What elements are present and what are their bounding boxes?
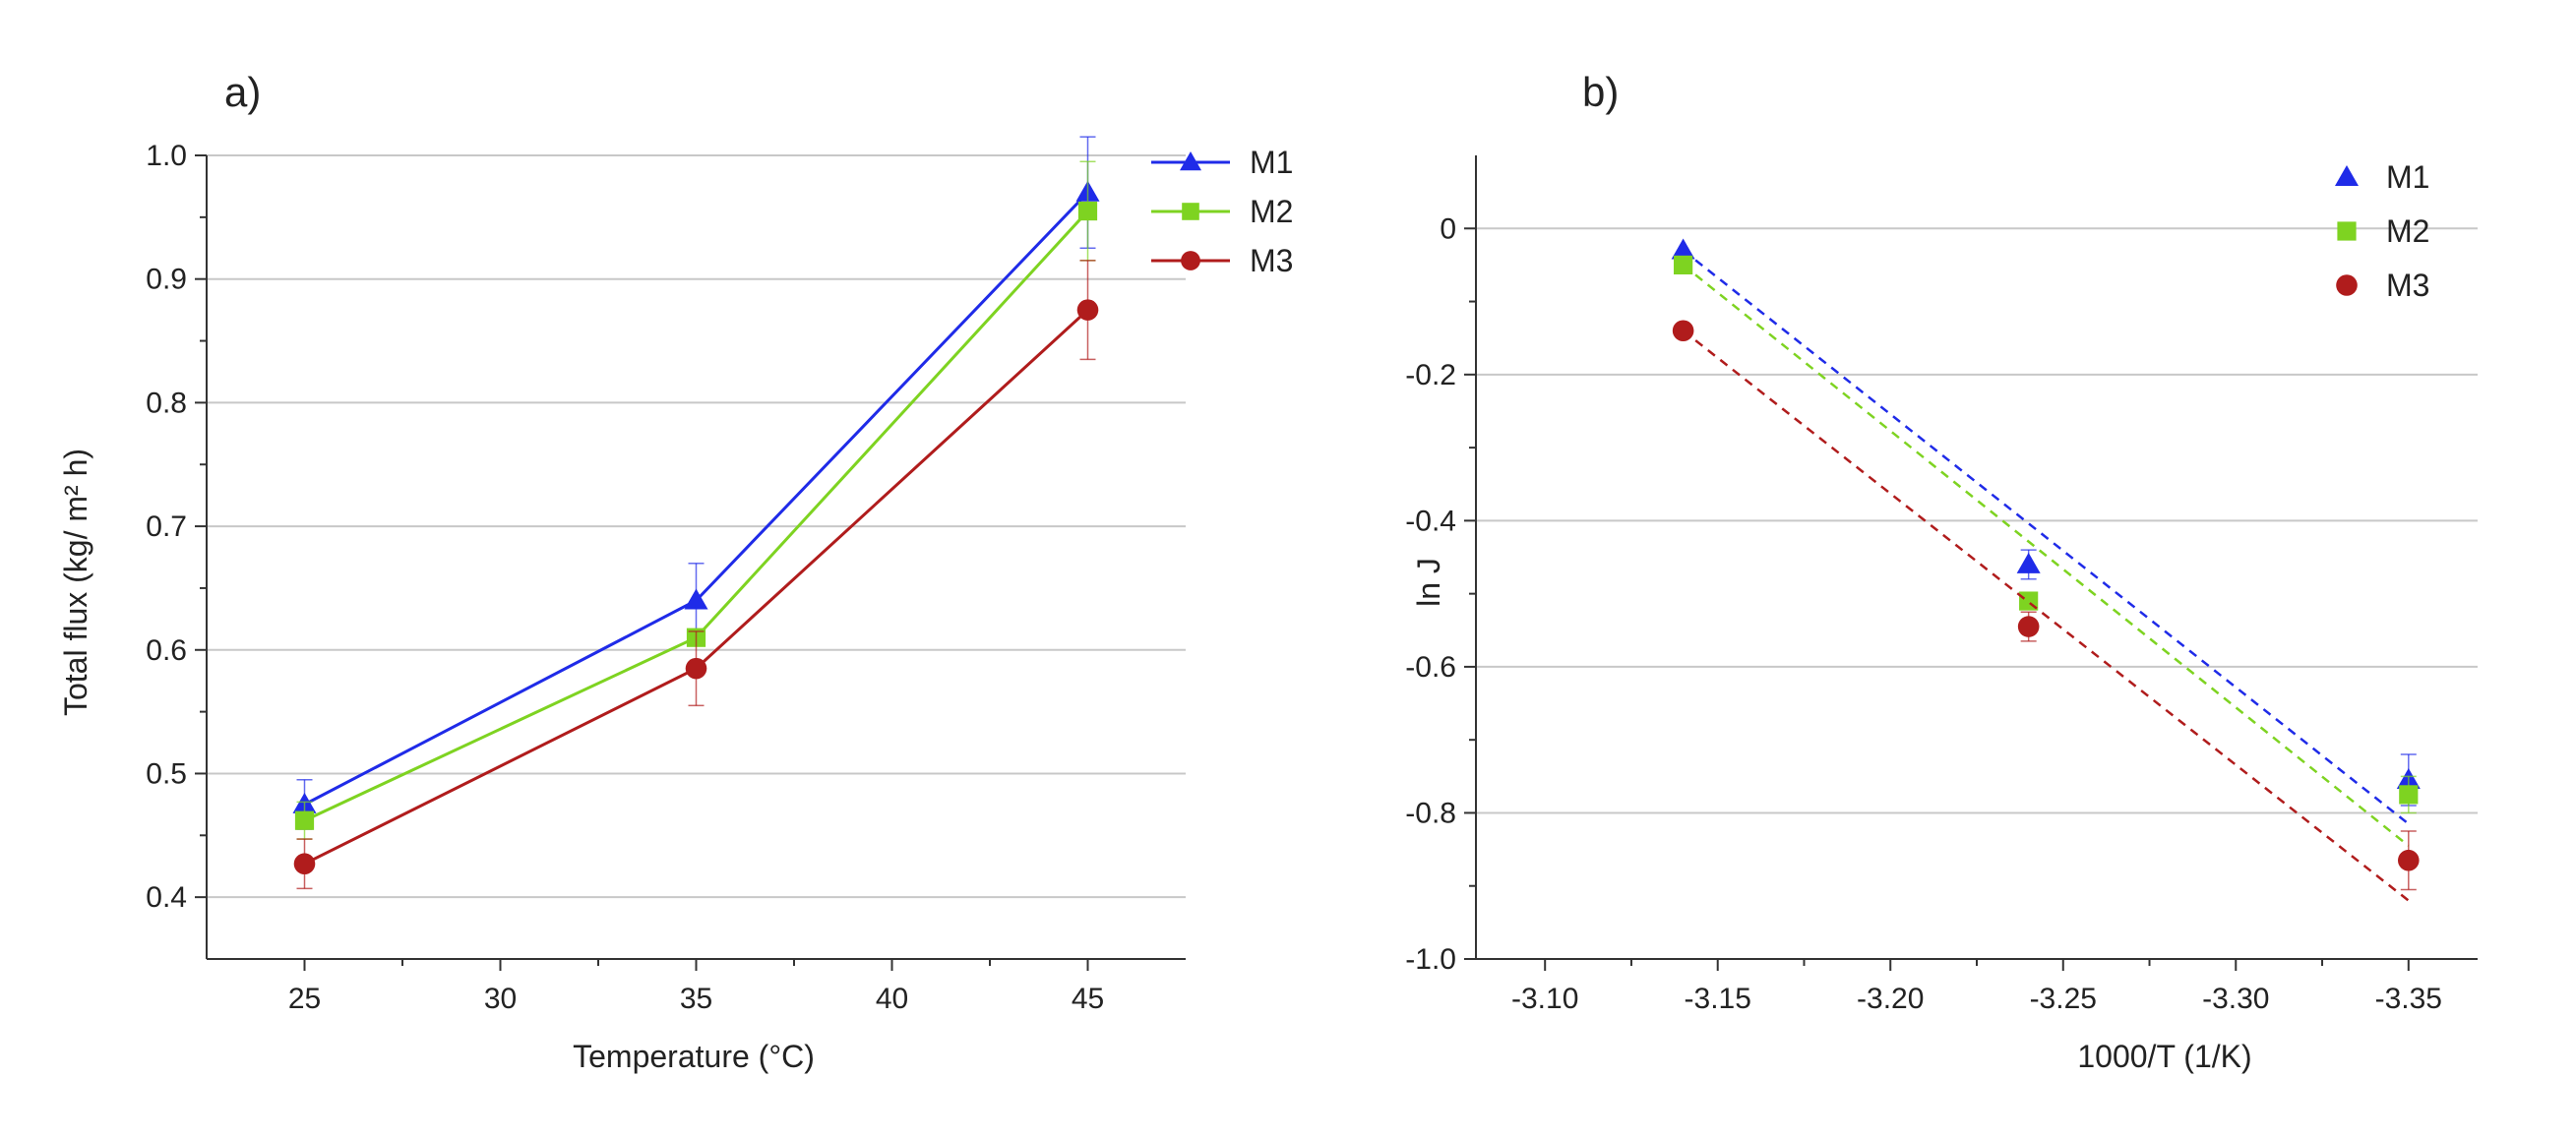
panel-b-legend-label-M3: M3 bbox=[2386, 268, 2429, 303]
panel-a-xtick-label: 30 bbox=[484, 983, 517, 1015]
panel-a-point-M1 bbox=[684, 588, 708, 610]
panel-a-legend-marker-M1 bbox=[1180, 151, 1201, 171]
panel-b-xlabel: 1000/T (1/K) bbox=[2077, 1039, 2251, 1074]
panel-a-plot: 0.4 0.5 0.6 0.7 0.8 0.9 1.0 25 30 35 40 45 M1 M2 M3 bbox=[146, 136, 1293, 1015]
panel-a-series-line-M1 bbox=[303, 191, 1089, 807]
panel-a-legend-label-M3: M3 bbox=[1250, 243, 1293, 278]
panel-a-ytick-label: 0.4 bbox=[146, 881, 187, 914]
panel-b-legend-label-M1: M1 bbox=[2386, 159, 2429, 195]
panel-b-xtick-label: -3.30 bbox=[2202, 983, 2269, 1015]
panel-b-xtick-label: -3.20 bbox=[1857, 983, 1924, 1015]
panel-b-point-M3 bbox=[1672, 320, 1694, 342]
panel-b-xtick-label: -3.25 bbox=[2030, 983, 2097, 1015]
panel-b-point-M1 bbox=[2016, 552, 2041, 573]
panel-a-ytick-label: 1.0 bbox=[146, 140, 187, 172]
panel-a-ylabel: Total flux (kg/ m² h) bbox=[58, 449, 93, 716]
panel-a-xlabel: Temperature (°C) bbox=[573, 1039, 815, 1074]
panel-b-fit-line-M3 bbox=[1682, 329, 2410, 902]
panel-b-fit-line-M2 bbox=[1682, 264, 2410, 847]
panel-b-legend-label-M2: M2 bbox=[2386, 213, 2429, 249]
panel-a-label: a) bbox=[224, 69, 261, 115]
panel-a-point-M2 bbox=[1077, 201, 1098, 221]
panel-b-ytick-label: -0.6 bbox=[1405, 651, 1456, 684]
panel-b-ytick-label: -0.4 bbox=[1405, 505, 1456, 537]
panel-a-ytick-label: 0.7 bbox=[146, 510, 187, 543]
panel-a-legend-marker-M3 bbox=[1181, 251, 1200, 270]
panel-a-xtick-label: 35 bbox=[680, 983, 712, 1015]
panel-a-point-M2 bbox=[294, 810, 315, 830]
panel-a-point-M3 bbox=[293, 853, 316, 875]
panel-b-legend-marker-M2 bbox=[2337, 221, 2357, 241]
panel-a-point-M3 bbox=[1076, 299, 1099, 321]
panel-b-fit-line-M1 bbox=[1682, 249, 2410, 825]
panel-b-plot: 0 -0.2 -0.4 -0.6 -0.8 -1.0 -3.10 -3.15 -3.20 -3.2… bbox=[1405, 155, 2478, 1015]
panel-b-ytick-label: -0.8 bbox=[1405, 797, 1456, 829]
panel-a-legend-label-M1: M1 bbox=[1250, 145, 1293, 180]
panel-b-ylabel: ln J bbox=[1411, 558, 1446, 607]
panel-b-legend-marker-M3 bbox=[2336, 274, 2358, 296]
panel-a-ytick-label: 0.6 bbox=[146, 634, 187, 667]
panel-a-xtick-label: 40 bbox=[876, 983, 908, 1015]
panel-b-legend-marker-M1 bbox=[2335, 165, 2359, 186]
panel-a-point-M3 bbox=[685, 657, 707, 680]
panel-b-ytick-label: -0.2 bbox=[1405, 359, 1456, 391]
panel-a-xtick-label: 25 bbox=[288, 983, 321, 1015]
panel-b-point-M3 bbox=[2017, 616, 2040, 637]
panel-a-xtick-label: 45 bbox=[1072, 983, 1104, 1015]
panel-b-point-M2 bbox=[2399, 785, 2419, 805]
panel-a-legend-label-M2: M2 bbox=[1250, 194, 1293, 229]
panel-a-ytick-label: 0.5 bbox=[146, 757, 187, 790]
panel-b-label: b) bbox=[1582, 69, 1619, 115]
panel-a-ytick-label: 0.8 bbox=[146, 387, 187, 419]
panel-b-ytick-label: 0 bbox=[1440, 212, 1456, 245]
panel-b-xtick-label: -3.15 bbox=[1685, 983, 1751, 1015]
panel-a-ytick-label: 0.9 bbox=[146, 264, 187, 296]
panel-b-xtick-label: -3.35 bbox=[2375, 983, 2442, 1015]
panel-b-point-M1 bbox=[1671, 238, 1695, 260]
panel-b-ytick-label: -1.0 bbox=[1405, 943, 1456, 976]
panel-a-legend-marker-M2 bbox=[1182, 203, 1199, 220]
panel-b-point-M2 bbox=[1674, 255, 1693, 275]
panel-b-point-M3 bbox=[2397, 849, 2420, 871]
panel-b-xtick-label: -3.10 bbox=[1511, 983, 1578, 1015]
panel-a-series-line-M2 bbox=[303, 210, 1089, 822]
